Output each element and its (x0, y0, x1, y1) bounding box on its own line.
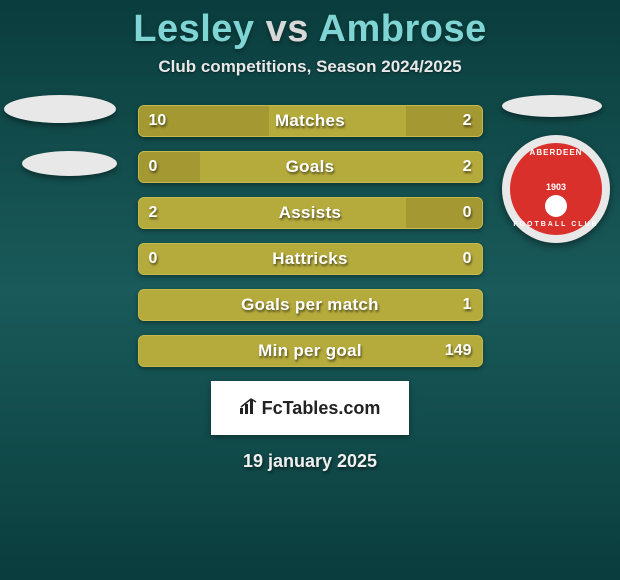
stat-row: 00Hattricks (138, 243, 483, 275)
ellipse-icon (4, 95, 116, 123)
stat-label: Min per goal (139, 336, 482, 366)
stat-label: Assists (139, 198, 482, 228)
date-label: 19 january 2025 (0, 451, 620, 472)
left-club-placeholder (4, 95, 117, 176)
player1-name: Lesley (133, 8, 254, 50)
stat-bars: 102Matches 02Goals 20Assists 00Hattricks 1Go… (138, 105, 483, 367)
stat-row: 149Min per goal (138, 335, 483, 367)
stat-row: 1Goals per match (138, 289, 483, 321)
comparison-card: Lesley vs Ambrose Club competitions, Sea… (0, 0, 620, 580)
club-badge-inner: ABERDEEN 1903 FOOTBALL CLUB (510, 143, 602, 235)
football-icon (545, 195, 567, 217)
right-club-badge-group: ABERDEEN 1903 FOOTBALL CLUB (502, 95, 610, 243)
club-name-top: ABERDEEN (530, 149, 583, 158)
club-year: 1903 (546, 183, 566, 193)
stat-label: Matches (139, 106, 482, 136)
stat-row: 20Assists (138, 197, 483, 229)
club-name-bottom: FOOTBALL CLUB (513, 221, 598, 229)
subtitle: Club competitions, Season 2024/2025 (0, 57, 620, 77)
stat-label: Goals per match (139, 290, 482, 320)
ellipse-icon (502, 95, 602, 117)
stat-label: Goals (139, 152, 482, 182)
page-title: Lesley vs Ambrose (0, 0, 620, 51)
stat-label: Hattricks (139, 244, 482, 274)
watermark-text: FcTables.com (262, 398, 381, 419)
player2-name: Ambrose (319, 8, 487, 50)
watermark: FcTables.com (211, 381, 409, 435)
comparison-zone: ABERDEEN 1903 FOOTBALL CLUB 102Matches 02… (0, 105, 620, 367)
club-badge: ABERDEEN 1903 FOOTBALL CLUB (502, 135, 610, 243)
bar-chart-icon (240, 398, 258, 419)
ellipse-icon (22, 151, 117, 176)
stat-row: 102Matches (138, 105, 483, 137)
stat-row: 02Goals (138, 151, 483, 183)
vs-separator: vs (266, 8, 309, 50)
